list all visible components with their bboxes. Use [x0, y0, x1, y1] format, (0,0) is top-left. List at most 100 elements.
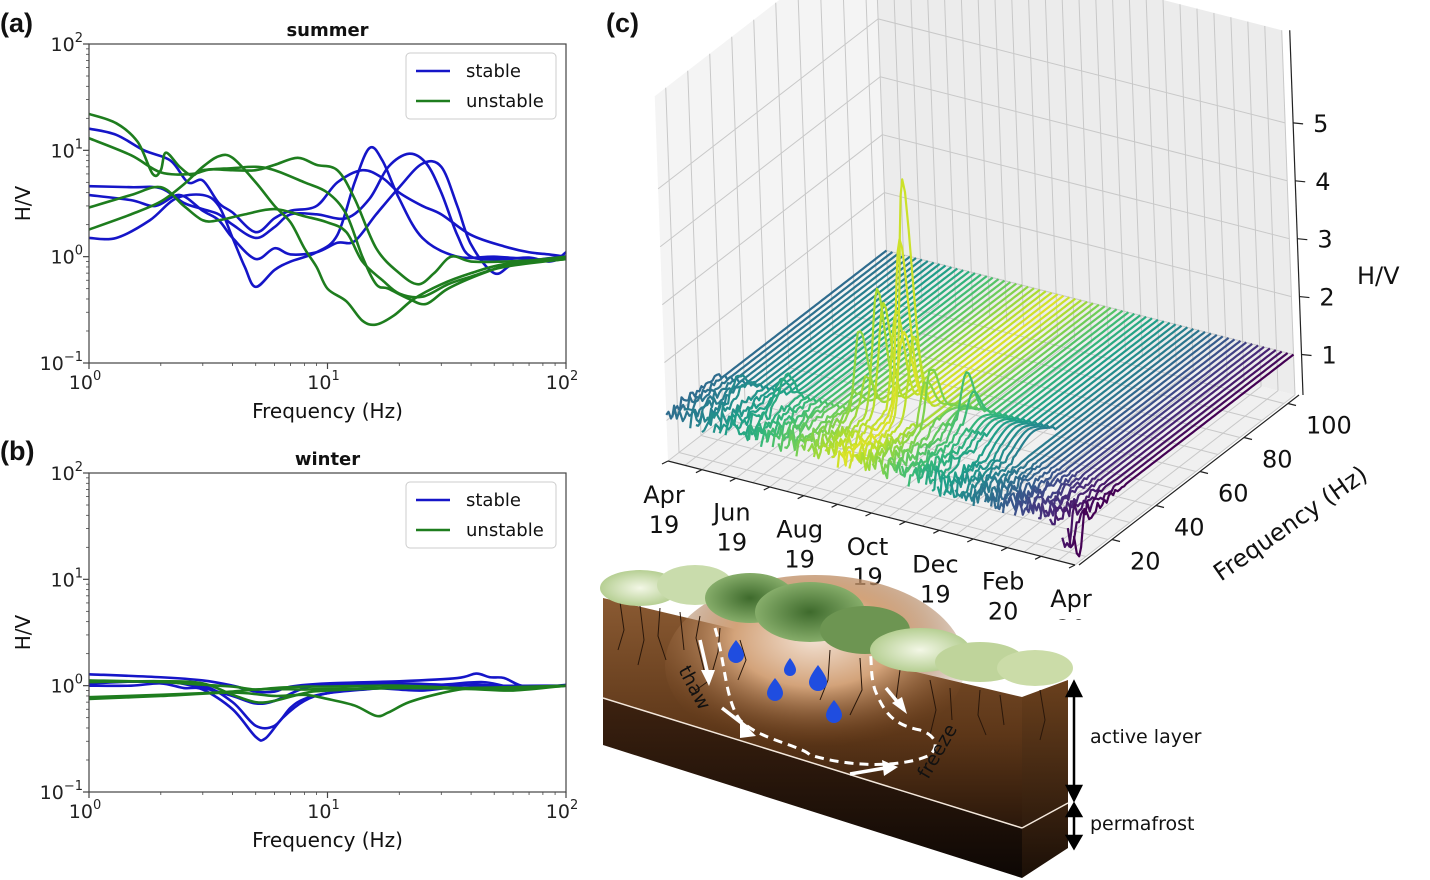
waterfall-line [1001, 335, 1224, 514]
time-tick [763, 486, 771, 491]
waterfall-line [747, 270, 970, 441]
waterfall-line [954, 323, 1177, 498]
legend: stable unstable [405, 52, 557, 120]
grid-line [944, 0, 957, 309]
x-tick-label: 100 [69, 798, 101, 823]
soil-cracks [617, 601, 1046, 741]
grid-line [1074, 394, 1296, 566]
waterfall-line [689, 255, 911, 429]
waterfall-line [1043, 346, 1265, 517]
series-line-stable [89, 145, 566, 289]
grid-line [657, 18, 879, 190]
time-tick [865, 512, 872, 517]
grid-line [1023, 381, 1245, 553]
grid-line [662, 134, 883, 306]
waterfall-line [949, 321, 1171, 499]
grid-line [989, 372, 1211, 544]
time-tick [831, 503, 838, 508]
grid-line [1281, 30, 1296, 396]
water-drop-icon [728, 640, 744, 663]
grid-line [664, 192, 885, 363]
grid-line [1213, 12, 1228, 378]
grid-line [684, 294, 906, 466]
block-side-face [1022, 680, 1068, 878]
frequency-tick-label: 40 [1174, 514, 1205, 542]
waterfall-line [795, 282, 1017, 457]
grid-line [1057, 390, 1279, 562]
grid-line [854, 338, 1075, 510]
grid-line [876, 0, 889, 292]
panel-label-c: (c) [606, 8, 639, 38]
waterfall-line [1054, 349, 1277, 522]
grid-line [678, 452, 1087, 557]
hv-tick-label: 3 [1317, 226, 1332, 254]
waterfall-line [900, 309, 1124, 478]
grid-line [709, 53, 724, 419]
permafrost-front-face [603, 698, 1022, 878]
waterfall-line [841, 294, 1065, 467]
permafrost-label: permafrost [1090, 813, 1194, 835]
y-tick-label: 10−1 [40, 350, 83, 375]
active-layer-label: active layer [1090, 726, 1202, 748]
grid-line [731, 36, 746, 402]
waterfall-line [1061, 350, 1283, 549]
waterfall-line [765, 275, 988, 443]
time-tick-label: Apr 19 [643, 481, 685, 539]
waterfall-line [1030, 343, 1253, 515]
hv-tick [1297, 238, 1308, 241]
grid-line [910, 0, 923, 300]
series-line-unstable [89, 112, 566, 306]
waterfall-line [984, 331, 1206, 503]
series-line-unstable [89, 153, 566, 327]
y-tick-label: 102 [51, 31, 83, 56]
grid-line [659, 76, 881, 248]
grid-line [810, 350, 1219, 455]
time-tick-label: Jun 19 [711, 498, 751, 556]
frequency-tick-label: 100 [1306, 412, 1352, 440]
grid-line [865, 0, 878, 300]
grid-line [1230, 17, 1245, 383]
3d-axes-panes [654, 0, 1296, 566]
series-group [89, 112, 566, 327]
waterfall-line [1072, 353, 1295, 558]
flow-arrows [698, 639, 907, 776]
time-tick [1000, 547, 1008, 552]
grid-line [960, 0, 974, 313]
chart-title: winter [295, 449, 360, 470]
time-tick [661, 460, 669, 465]
hv-tick [1301, 353, 1312, 357]
water-drop-icon [784, 658, 796, 676]
waterfall-line [1013, 338, 1236, 516]
waterfall-line [966, 326, 1189, 502]
permafrost-boundary-line [602, 697, 1023, 829]
grid-line [994, 0, 1008, 322]
waterfall-line [677, 252, 899, 423]
permafrost-arrow-icon [1064, 801, 1084, 851]
time-tick-label: Aug 19 [776, 516, 823, 574]
grid-line [837, 333, 1058, 505]
grid-line [842, 0, 856, 317]
series-line-stable [89, 672, 566, 694]
waterfall-line [754, 272, 976, 441]
grid-line [888, 346, 1109, 518]
grid-line [1006, 377, 1228, 549]
time-tick [729, 477, 737, 482]
waterfall-line [907, 311, 1130, 487]
grid-line [1179, 4, 1194, 370]
frequency-tick [1199, 470, 1209, 475]
waterfall-line [831, 291, 1053, 459]
time-tick [966, 538, 974, 543]
series-line-stable [89, 682, 566, 742]
chart-title: summer [286, 20, 368, 41]
grid-line [797, 0, 812, 351]
waterfall-line [942, 320, 1165, 496]
grid-line [1196, 8, 1211, 374]
waterfall-line [695, 257, 917, 427]
grid-line [1040, 385, 1262, 557]
waterfall-line [724, 264, 947, 436]
grid-line [1095, 0, 1109, 348]
series-line-stable [89, 127, 566, 258]
panel-label-a: (a) [0, 8, 33, 38]
soil-diagram: thaw freeze active layer permafrost [600, 565, 1202, 878]
